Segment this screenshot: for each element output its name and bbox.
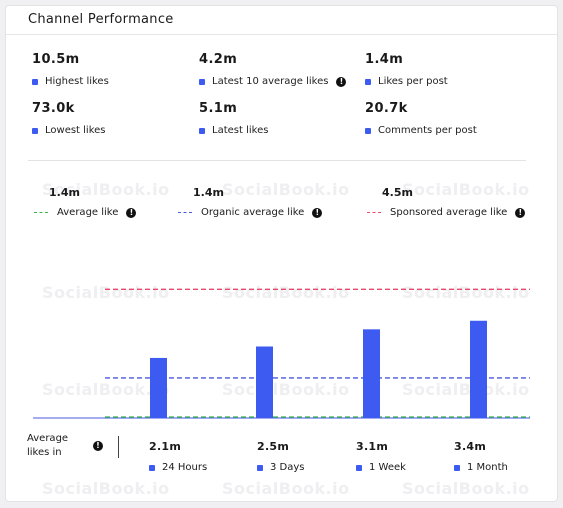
period-label: 1 Week <box>369 462 406 473</box>
period-value: 3.4m <box>454 440 487 453</box>
info-icon[interactable]: ! <box>515 207 526 218</box>
stat-label: Latest likes <box>212 125 269 136</box>
bullet-icon <box>149 464 155 471</box>
channel-performance-card: Channel Performance <box>5 5 558 502</box>
info-icon[interactable]: ! <box>93 441 103 451</box>
bullet-icon <box>32 78 38 85</box>
bullet-icon <box>365 127 371 134</box>
stat-label: Latest 10 average likes <box>212 76 329 87</box>
vertical-separator <box>118 436 119 458</box>
average-likes-in-label: Average likes in ! <box>27 432 107 460</box>
bullet-icon <box>454 464 460 471</box>
stat-lowest-likes: 73.0k Lowest likes <box>32 101 106 136</box>
stat-value: 4.2m <box>199 52 238 67</box>
legend-average-like: 1.4m Average like! <box>34 186 137 218</box>
legend-sponsored-average-like: 4.5m Sponsored average like! <box>367 186 526 218</box>
bullet-icon <box>356 464 362 471</box>
stat-label: Comments per post <box>378 125 477 136</box>
legend-label: Organic average like <box>201 207 305 218</box>
stat-label: Highest likes <box>45 76 109 87</box>
stat-label: Lowest likes <box>45 125 106 136</box>
legend-value: 1.4m <box>49 186 80 199</box>
bar-1-month[interactable] <box>470 320 487 418</box>
legend-value: 1.4m <box>193 186 224 199</box>
bar-3-days[interactable] <box>256 346 273 419</box>
dashed-line-swatch <box>34 212 48 213</box>
bullet-icon <box>199 127 205 134</box>
card-title: Channel Performance <box>6 6 557 35</box>
bullet-icon <box>257 464 263 471</box>
period-label: 24 Hours <box>162 462 208 473</box>
stat-value: 1.4m <box>365 52 404 67</box>
stat-latest-10-average-likes: 4.2m Latest 10 average likes! <box>199 52 347 87</box>
period-value: 2.5m <box>257 440 290 453</box>
legend-label: Sponsored average like <box>390 207 508 218</box>
stat-value: 20.7k <box>365 101 408 116</box>
bullet-icon <box>32 127 38 134</box>
info-icon[interactable]: ! <box>126 207 137 218</box>
stat-value: 73.0k <box>32 101 75 116</box>
period-1-month: 3.4m 1 Month <box>454 440 508 473</box>
stat-label: Likes per post <box>378 76 448 87</box>
legend-organic-average-like: 1.4m Organic average like! <box>178 186 323 218</box>
dashed-line-swatch <box>178 212 192 213</box>
bar-1-week[interactable] <box>363 329 380 418</box>
legend-label: Average like <box>57 207 119 218</box>
bullet-icon <box>199 78 205 85</box>
period-3-days: 2.5m 3 Days <box>257 440 305 473</box>
dashed-line-swatch <box>367 212 381 213</box>
stat-highest-likes: 10.5m Highest likes <box>32 52 109 87</box>
period-24-hours: 2.1m 24 Hours <box>149 440 207 473</box>
info-icon[interactable]: ! <box>336 76 347 87</box>
period-label: 3 Days <box>270 462 305 473</box>
bullet-icon <box>365 78 371 85</box>
period-label: 1 Month <box>467 462 508 473</box>
period-1-week: 3.1m 1 Week <box>356 440 406 473</box>
stat-comments-per-post: 20.7k Comments per post <box>365 101 477 136</box>
average-likes-in-text: Average likes in <box>27 433 69 458</box>
stat-likes-per-post: 1.4m Likes per post <box>365 52 448 87</box>
period-value: 3.1m <box>356 440 389 453</box>
stat-value: 10.5m <box>32 52 80 67</box>
period-value: 2.1m <box>149 440 182 453</box>
info-icon[interactable]: ! <box>312 207 323 218</box>
stat-latest-likes: 5.1m Latest likes <box>199 101 268 136</box>
section-divider <box>28 160 526 161</box>
bar-24-hours[interactable] <box>150 357 167 418</box>
stat-value: 5.1m <box>199 101 238 116</box>
legend-value: 4.5m <box>382 186 413 199</box>
